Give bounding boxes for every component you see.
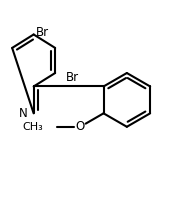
Text: N: N xyxy=(19,107,27,120)
Text: CH₃: CH₃ xyxy=(23,122,43,132)
Text: Br: Br xyxy=(36,26,49,39)
Text: O: O xyxy=(76,120,85,133)
Text: Br: Br xyxy=(66,71,79,84)
